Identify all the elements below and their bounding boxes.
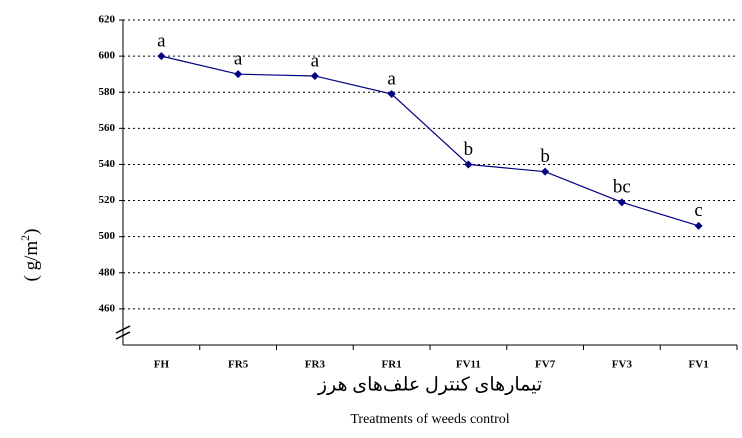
significance-letter: bc [613, 177, 631, 198]
significance-letter: b [540, 146, 550, 167]
y-tick-label: 560 [99, 122, 116, 134]
x-tick-label: FR3 [305, 359, 326, 371]
y-tick-label: 600 [99, 50, 116, 62]
y-tick-label: 520 [99, 194, 116, 206]
x-axis-label-fa: تیمارهای کنترل علف‌های هرز [317, 374, 542, 395]
significance-letter: a [387, 68, 396, 89]
y-tick-label: 480 [99, 266, 116, 278]
significance-letter: a [311, 50, 320, 71]
significance-letter: a [234, 49, 243, 70]
y-tick-label: 540 [99, 158, 116, 170]
x-tick-label: FV3 [612, 359, 633, 371]
significance-letter: b [464, 139, 474, 160]
line [161, 55, 699, 227]
marker [464, 160, 473, 169]
x-tick-label: FV11 [456, 359, 481, 371]
marker [234, 70, 243, 79]
marker [541, 167, 550, 176]
y-label-text: ( g/m [21, 241, 42, 282]
y-axis-label: ( g/m2) [18, 229, 43, 282]
y-tick-label: 460 [99, 302, 116, 314]
marker [387, 90, 396, 99]
marker [617, 198, 626, 207]
marker [157, 52, 166, 61]
significance-letter: c [694, 200, 702, 221]
y-tick-label: 620 [99, 14, 116, 26]
y-label-end: ) [21, 229, 42, 235]
x-axis-label-en: Treatments of weeds control [350, 412, 509, 427]
marker [694, 221, 703, 230]
marker [310, 71, 319, 80]
x-tick-label: FV7 [535, 359, 556, 371]
x-tick-label: FR5 [228, 359, 249, 371]
y-tick-label: 500 [99, 230, 116, 242]
x-tick-label: FH [154, 359, 170, 371]
y-label-sup: 2 [18, 235, 32, 241]
x-tick-label: FR1 [382, 359, 402, 371]
axis-break [115, 325, 131, 340]
x-tick-label: FV1 [689, 359, 709, 371]
y-tick-label: 580 [99, 86, 116, 98]
significance-letter: a [157, 30, 166, 51]
